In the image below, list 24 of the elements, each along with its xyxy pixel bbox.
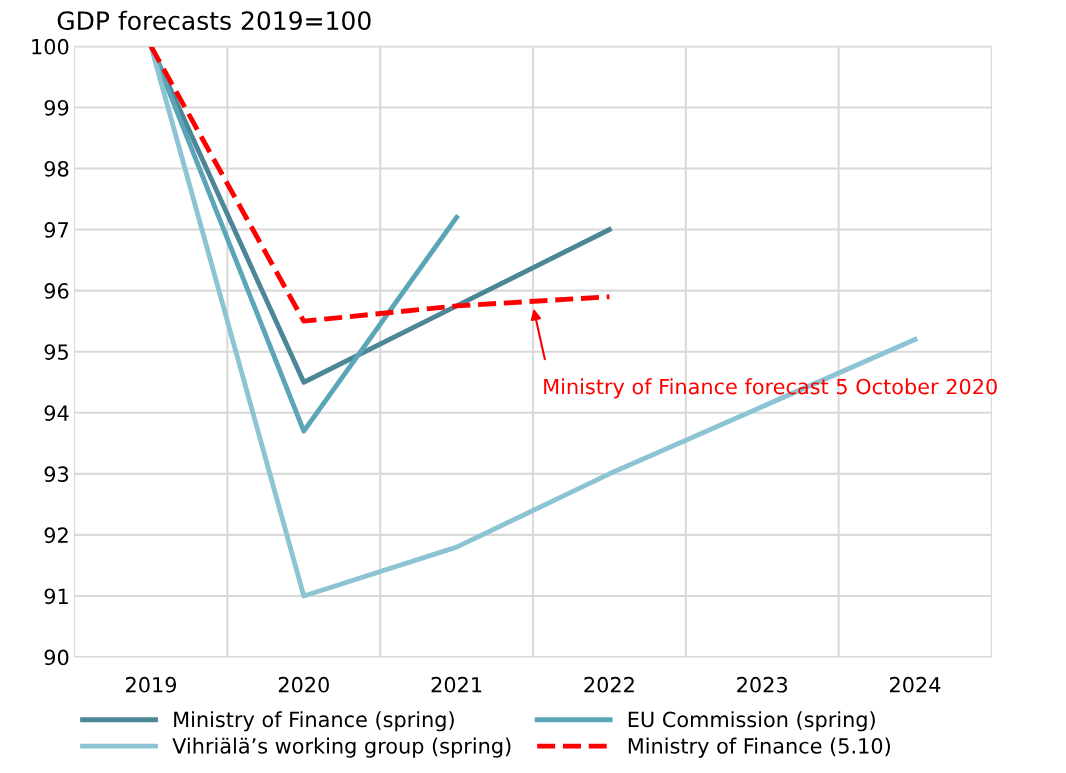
legend-label: Vihriälä’s working group (spring) <box>172 737 511 758</box>
y-tick-label: 97 <box>44 222 68 238</box>
y-tick-label: 100 <box>32 38 69 55</box>
y-tick-label: 94 <box>44 405 69 421</box>
y-tick-label: 95 <box>44 344 68 360</box>
y-tick-label: 99 <box>44 99 69 116</box>
y-tick-label: 93 <box>44 466 69 483</box>
y-tick-label: 91 <box>44 588 68 605</box>
y-tick-label: 90 <box>44 649 69 666</box>
y-tick-label: 96 <box>44 283 69 299</box>
x-tick-label: 2023 <box>737 676 788 693</box>
y-tick-label: 92 <box>44 527 68 544</box>
legend-label: Ministry of Finance (spring) <box>174 711 454 732</box>
chart-title: GDP forecasts 2019=100 <box>57 10 371 31</box>
x-tick-label: 2021 <box>431 676 482 693</box>
annotation: Ministry of Finance forecast 5 October 2020 <box>544 378 997 399</box>
x-tick-label: 2024 <box>890 676 941 693</box>
x-tick-label: 2020 <box>278 676 329 693</box>
x-tick-label: 2019 <box>126 676 177 693</box>
y-tick-label: 98 <box>44 160 69 177</box>
legend-label: Ministry of Finance (5.10) <box>628 737 890 758</box>
x-tick-label: 2022 <box>584 676 634 693</box>
legend-label: EU Commission (spring) <box>628 711 875 732</box>
line-series <box>148 46 612 324</box>
